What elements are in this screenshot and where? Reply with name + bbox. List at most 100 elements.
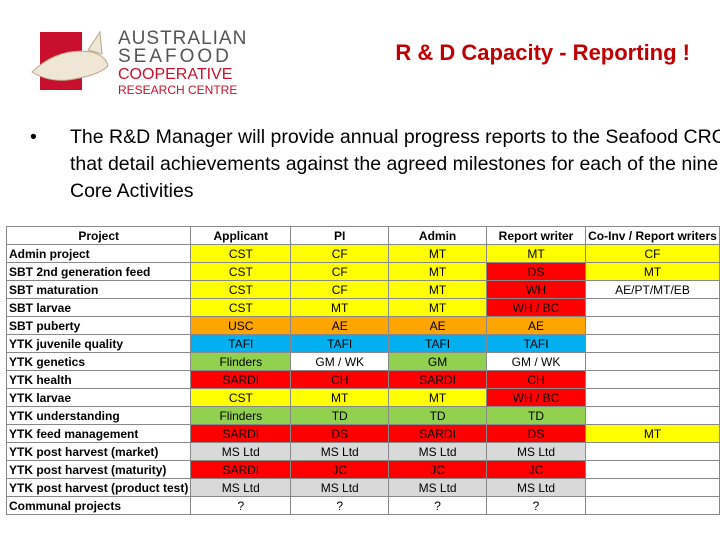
bullet-text: The R&D Manager will provide annual prog… — [70, 126, 720, 202]
table-cell: DS — [486, 424, 586, 443]
table-cell: MT — [388, 388, 488, 407]
project-cell: YTK post harvest (maturity) — [5, 460, 192, 479]
table-cell: CF — [290, 244, 390, 263]
project-cell: YTK feed management — [5, 424, 192, 443]
table-cell — [584, 334, 720, 353]
table-cell: TAFI — [190, 334, 292, 353]
table-cell: GM — [388, 352, 488, 371]
table-cell: TAFI — [388, 334, 488, 353]
logo: AUSTRALIAN SEAFOOD COOPERATIVE RESEARCH … — [31, 28, 247, 97]
table-cell — [584, 496, 720, 515]
table-cell — [584, 442, 720, 461]
table-cell: SARDI — [388, 424, 488, 443]
table-cell: CF — [584, 244, 720, 263]
table-row: YTK post harvest (maturity) SARDI JC JC JC — [5, 460, 720, 479]
project-cell: YTK understanding — [5, 406, 192, 425]
logo-text: COOPERATIVE — [118, 66, 232, 83]
table-cell: MT — [584, 424, 720, 443]
table-cell — [584, 316, 720, 335]
table-cell: CST — [190, 280, 292, 299]
column-header: Co-Inv / Report writers — [584, 226, 720, 245]
table-cell: TAFI — [290, 334, 390, 353]
project-cell: Communal projects — [5, 496, 192, 515]
table-cell: MS Ltd — [486, 478, 586, 497]
table-cell: MT — [388, 262, 488, 281]
table-cell: MT — [584, 262, 720, 281]
column-header: Report writer — [486, 226, 586, 245]
table-row: YTK post harvest (product test) MS Ltd MS … — [5, 478, 720, 497]
column-header: Project — [5, 226, 192, 245]
table-cell: AE — [290, 316, 390, 335]
table-cell: ? — [388, 496, 488, 515]
project-cell: YTK genetics — [5, 352, 192, 371]
table-cell: WH / BC — [486, 388, 586, 407]
project-cell: YTK juvenile quality — [5, 334, 192, 353]
table-cell: MT — [290, 388, 390, 407]
table-cell: JC — [388, 460, 488, 479]
project-cell: SBT 2nd generation feed — [5, 262, 192, 281]
table-cell: Flinders — [190, 406, 292, 425]
table-cell — [584, 478, 720, 497]
table-cell: ? — [486, 496, 586, 515]
table-cell: MT — [388, 244, 488, 263]
logo-fin — [87, 30, 103, 55]
table-cell: TD — [486, 406, 586, 425]
slide-title: R & D Capacity - Reporting ! — [395, 40, 690, 65]
column-header: Admin — [388, 226, 488, 245]
table-cell: CF — [290, 280, 390, 299]
table-cell: MT — [388, 298, 488, 317]
table-row: YTK health SARDI CH SARDI CH — [5, 370, 720, 389]
table-row: SBT puberty USC AE AE AE — [5, 316, 720, 335]
project-cell: SBT maturation — [5, 280, 192, 299]
logo-text: SEAFOOD — [118, 46, 232, 67]
table-cell: MS Ltd — [388, 442, 488, 461]
table-cell: JC — [290, 460, 390, 479]
table-cell: CST — [190, 388, 292, 407]
table-cell: MT — [388, 280, 488, 299]
table-cell: MS Ltd — [190, 478, 292, 497]
column-header: PI — [290, 226, 390, 245]
table-cell — [584, 370, 720, 389]
project-cell: YTK post harvest (market) — [5, 442, 192, 461]
table-cell: CF — [290, 262, 390, 281]
table-cell: ? — [190, 496, 292, 515]
table-cell: MS Ltd — [388, 478, 488, 497]
table-cell: USC — [190, 316, 292, 335]
table-cell: GM / WK — [486, 352, 586, 371]
table-row: YTK juvenile quality TAFI TAFI TAFI TAFI — [5, 334, 720, 353]
table-cell: JC — [486, 460, 586, 479]
table-cell — [584, 460, 720, 479]
table-cell: MS Ltd — [486, 442, 586, 461]
table-row: YTK post harvest (market) MS Ltd MS Ltd MS … — [5, 442, 720, 461]
table-cell: CST — [190, 262, 292, 281]
table-row: Communal projects???? — [5, 496, 720, 515]
table-cell: CH — [290, 370, 390, 389]
table-cell: SARDI — [190, 370, 292, 389]
logo-text: AUSTRALIAN — [118, 28, 247, 49]
project-cell: Admin project — [5, 244, 192, 263]
table-cell — [584, 406, 720, 425]
table-cell: MT — [290, 298, 390, 317]
project-cell: YTK post harvest (product test) — [5, 478, 192, 497]
logo-text: RESEARCH CENTRE — [118, 83, 237, 97]
table-cell: CST — [190, 298, 292, 317]
table-row: YTK genetics Flinders GM / WK GM GM / WK — [5, 352, 720, 371]
table-row: YTK larvae CST MT MT WH / BC — [5, 388, 720, 407]
table-row: Admin project CST CF MT MT CF — [5, 244, 720, 263]
table-cell: MS Ltd — [290, 478, 390, 497]
capacity-table: Project Applicant PI Admin Report writer Co-I… — [5, 226, 720, 515]
project-cell: SBT larvae — [5, 298, 192, 317]
column-header: Applicant — [190, 226, 292, 245]
table-row: SBT larvae CST MT MT WH / BC — [5, 298, 720, 317]
table-cell: AE — [486, 316, 586, 335]
table-cell: DS — [290, 424, 390, 443]
table-cell: Flinders — [190, 352, 292, 371]
table-cell: ? — [290, 496, 390, 515]
project-cell: YTK health — [5, 370, 192, 389]
project-cell: SBT puberty — [5, 316, 192, 335]
bullet-dot: • — [30, 126, 37, 148]
table-cell: CH — [486, 370, 586, 389]
table-row: YTK feed management SARDI DS SARDI DS MT — [5, 424, 720, 443]
table-cell: TD — [290, 406, 390, 425]
